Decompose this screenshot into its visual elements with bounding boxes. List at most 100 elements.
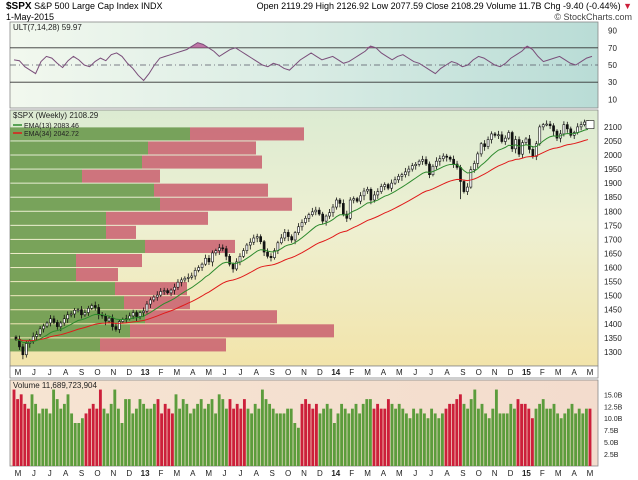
volume-bar-up [250,413,254,466]
candle-up [159,291,163,296]
candle-up [441,155,445,159]
volume-bar-down [95,408,99,466]
ult-y-tick-label: 90 [608,27,617,36]
volume-bar-up [221,399,225,466]
x-axis-tick-label: D [126,368,132,377]
x-axis-tick-label: 14 [331,368,340,377]
volume-bar-up [343,408,347,466]
x-axis-tick-label: M [555,368,562,377]
volume-bar-up [152,403,156,466]
candle-up [390,182,393,189]
volume-bar-down [523,403,527,466]
candle-down [317,209,321,215]
volume-bar-up [134,408,138,466]
candle-up [534,143,538,157]
price-y-tick-label: 1750 [604,221,622,230]
candle-up [304,218,307,223]
candle-up [245,244,249,251]
volume-bar-up [541,399,545,466]
volume-by-price-up-bar [10,296,124,310]
volume-bar-up [505,413,509,466]
candle-up [173,286,176,291]
volume-bar-up [476,408,480,466]
volume-bar-up [59,408,63,466]
volume-bar-up [322,408,326,466]
candle-up [83,312,87,316]
candle-up [503,137,507,142]
x-axis-tick-label: M [587,368,594,377]
candle-down [338,199,342,204]
volume-bar-up [52,389,56,466]
x-axis-tick-label: M [174,368,181,377]
candle-down [52,318,56,323]
candle-up [507,132,511,139]
x-axis-tick-label-bottom: S [460,469,465,478]
volume-bar-up [203,408,207,466]
volume-bar-up [210,399,214,466]
volume-bar-up [462,403,466,466]
volume-bar-down [12,389,16,466]
volume-bar-up [131,413,135,466]
volume-bar-up [332,423,336,466]
volume-bar-up [397,403,401,466]
volume-bar-up [502,413,506,466]
x-axis: M J J A S O N D 13 F M A M J J A S O N D 14 F M A M J J A S O N D 15 F M A M [9,365,599,379]
price-y-tick-label: 1600 [604,264,622,273]
volume-bar-up [55,399,59,466]
candle-down [231,263,235,270]
candle-up [583,121,586,125]
volume-bar-down [588,408,592,466]
candle-up [366,189,369,192]
last-price-marker [585,120,595,129]
volume-bar-up [545,408,549,466]
candle-up [324,215,328,222]
volume-bar-up [354,403,358,466]
volume-bar-down [242,399,246,466]
volume-bar-up [66,394,70,466]
volume-bar-up [325,403,329,466]
candle-up [331,206,335,213]
candle-down [259,236,262,242]
candle-up [176,281,180,288]
price-y-tick-label: 1650 [604,249,622,258]
volume-bar-up [548,408,552,466]
candle-up [193,270,197,277]
candle-up [307,214,311,219]
candle-up [373,194,376,201]
candle-up [204,257,207,265]
x-axis-tick-label: A [571,368,577,377]
x-axis-tick-label-bottom: 15 [522,469,531,478]
candle-up [538,126,542,145]
volume-bar-down [163,403,167,466]
candle-up [200,263,204,268]
volume-by-price-down-bar [145,239,235,253]
x-axis-tick-label: N [492,368,498,377]
volume-bar-up [116,408,120,466]
volume-bar-up [390,403,394,466]
candle-up [118,321,121,330]
volume-bar-up [275,413,279,466]
candle-up [242,250,245,257]
candle-down [555,130,559,139]
volume-bar-up [422,413,426,466]
volume-bar-up [246,408,250,466]
x-axis-tick-label-bottom: O [94,469,100,478]
price-y-tick-label: 1400 [604,320,622,329]
candle-down [517,139,521,155]
candle-up [486,139,490,147]
volume-by-price-down-bar [142,155,262,169]
volume-bar-up [37,413,41,466]
volume-bar-up [142,403,146,466]
candle-up [73,309,76,315]
candle-down [428,163,431,176]
volume-bar-up [296,427,300,466]
volume-bar-down [91,403,95,466]
candle-down [114,326,118,330]
candle-down [548,123,552,127]
volume-bar-up [509,403,513,466]
x-axis-tick-label-bottom: F [540,469,545,478]
candle-up [514,139,517,150]
x-axis-tick-label-bottom: D [317,469,323,478]
x-axis-tick-label: J [429,368,433,377]
price-y-tick-label: 1900 [604,179,622,188]
